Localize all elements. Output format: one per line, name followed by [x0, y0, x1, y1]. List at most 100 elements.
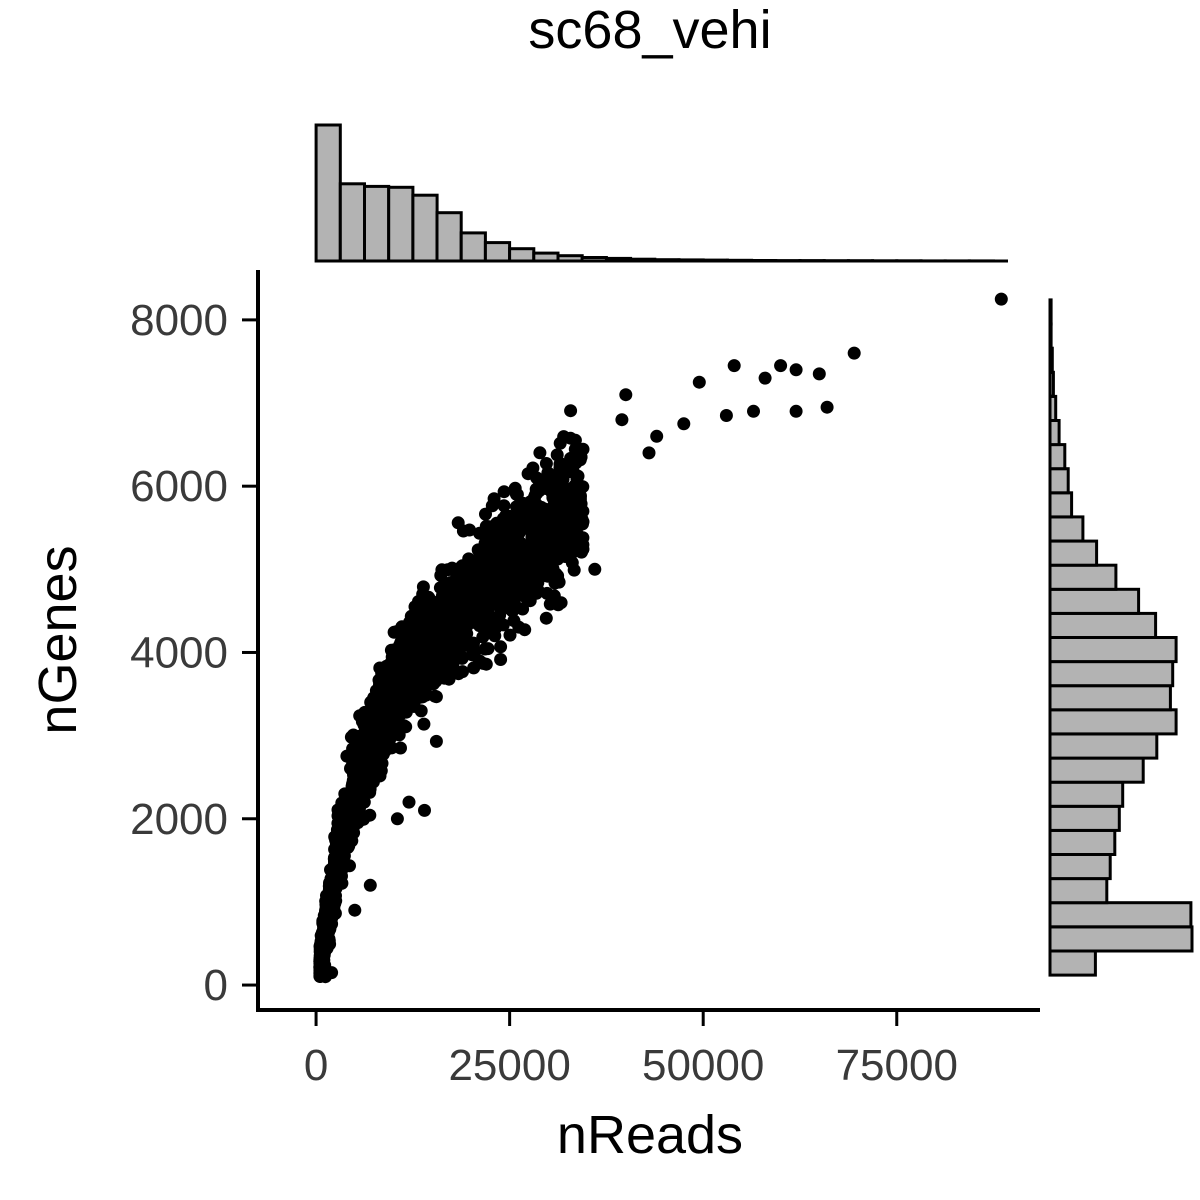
- data-point: [564, 404, 578, 418]
- histogram-bar: [1048, 636, 1178, 664]
- data-point: [488, 561, 502, 575]
- histogram-bar: [1048, 467, 1070, 495]
- data-point: [422, 595, 436, 608]
- data-point: [334, 843, 348, 856]
- data-point: [402, 795, 416, 809]
- data-point: [374, 674, 388, 688]
- x-axis-title: nReads: [557, 1105, 743, 1165]
- data-point: [361, 759, 375, 773]
- data-point: [390, 625, 404, 639]
- data-point: [392, 672, 406, 686]
- data-point: [333, 860, 347, 874]
- histogram-bar: [1048, 491, 1074, 519]
- data-point: [442, 602, 456, 616]
- data-point: [553, 461, 567, 475]
- y-tick-label: 8000: [130, 296, 228, 345]
- histogram-bar: [435, 211, 463, 263]
- data-point: [347, 786, 360, 800]
- data-point: [417, 717, 431, 731]
- data-point: [429, 734, 443, 748]
- right-histogram: [1048, 298, 1194, 977]
- data-point: [994, 292, 1008, 306]
- data-point: [380, 659, 393, 673]
- histogram-bar: [363, 184, 391, 263]
- data-point: [473, 654, 486, 668]
- data-point: [530, 586, 543, 600]
- data-point: [497, 485, 511, 499]
- data-point: [533, 446, 547, 460]
- data-point: [347, 826, 361, 840]
- x-tick-label: 0: [304, 1041, 328, 1090]
- data-point: [452, 667, 465, 681]
- histogram-bar: [1048, 587, 1141, 615]
- data-point: [418, 803, 431, 817]
- histogram-bar: [1048, 732, 1159, 760]
- data-point: [314, 954, 328, 968]
- histogram-bar: [1048, 828, 1117, 857]
- histogram-bar: [1048, 611, 1158, 640]
- data-point: [774, 359, 788, 373]
- data-point: [413, 636, 426, 650]
- data-point: [338, 803, 352, 817]
- data-point: [553, 436, 567, 450]
- data-point: [331, 871, 345, 885]
- data-point: [512, 620, 526, 634]
- histogram-bar: [1048, 780, 1125, 808]
- data-point: [475, 547, 489, 561]
- data-point: [348, 903, 362, 917]
- data-point: [758, 371, 772, 385]
- data-point: [556, 506, 570, 520]
- histogram-bar: [1048, 949, 1097, 977]
- data-point: [510, 600, 524, 614]
- data-point: [494, 640, 508, 654]
- axes: 0 2000 4000 6000 8000 0 25000 50000 75000: [130, 270, 1040, 1090]
- data-point: [491, 577, 505, 591]
- data-point: [692, 375, 706, 389]
- data-point: [457, 638, 471, 652]
- data-point: [333, 832, 347, 846]
- data-point: [576, 538, 590, 552]
- data-point: [423, 633, 437, 646]
- data-point: [320, 926, 334, 940]
- histogram-bar: [338, 182, 366, 263]
- histogram-bar: [1048, 756, 1145, 784]
- data-point: [360, 721, 374, 735]
- histogram-bar: [1048, 877, 1109, 905]
- data-point: [325, 966, 339, 980]
- data-point: [519, 516, 532, 530]
- histogram-bar: [1048, 539, 1099, 567]
- data-point: [552, 575, 566, 589]
- y-tick-label: 2000: [130, 795, 228, 844]
- y-tick-label: 4000: [130, 628, 228, 677]
- data-point: [642, 446, 656, 460]
- data-point: [619, 388, 633, 402]
- data-point: [443, 652, 457, 666]
- data-point: [534, 500, 548, 514]
- data-point: [539, 611, 553, 625]
- data-point: [350, 762, 364, 776]
- data-point: [375, 732, 389, 746]
- data-point: [789, 404, 803, 418]
- top-histogram: [314, 123, 1008, 263]
- histogram-bar: [1048, 708, 1178, 736]
- data-point: [650, 429, 664, 443]
- data-point: [435, 563, 449, 577]
- histogram-bar: [508, 247, 536, 263]
- histogram-bar: [1048, 563, 1118, 591]
- y-axis-title: nGenes: [28, 545, 88, 734]
- data-point: [392, 728, 406, 742]
- y-tick-label: 6000: [130, 462, 228, 511]
- data-point: [429, 672, 443, 686]
- histogram-bar: [1048, 684, 1172, 712]
- data-point: [404, 609, 418, 623]
- histogram-bar: [411, 193, 439, 263]
- data-point: [574, 450, 588, 464]
- data-point: [719, 409, 733, 422]
- histogram-bar: [1048, 901, 1193, 929]
- histogram-bar: [387, 185, 415, 263]
- data-point: [470, 600, 484, 613]
- data-point: [529, 510, 543, 524]
- data-point: [338, 818, 351, 832]
